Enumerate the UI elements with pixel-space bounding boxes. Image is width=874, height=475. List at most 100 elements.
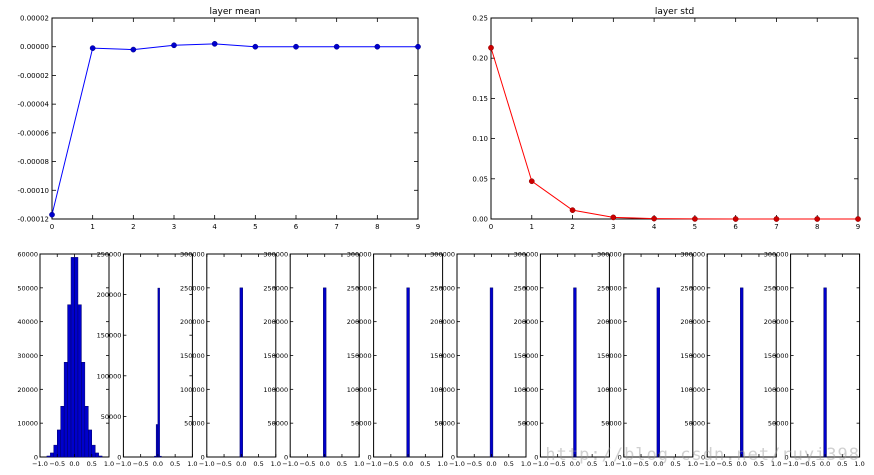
x-tick-label: 0.0: [486, 460, 496, 468]
y-tick-label: 50000: [351, 420, 372, 428]
x-tick-label: 0.5: [504, 460, 514, 468]
y-tick-label: 300000: [597, 251, 622, 259]
line-chart-1: layer std 0.00 0.05 0.10 0.15 0.20 0.25 0 1 2 3 4 5 6…: [472, 7, 861, 231]
x-tick-label: 6: [733, 223, 738, 231]
chart-title: layer std: [655, 7, 694, 17]
y-tick-label: 50000: [518, 420, 539, 428]
x-tick-label: 3: [172, 223, 176, 231]
y-tick-label: 200000: [680, 318, 705, 326]
x-tick-label: −0.5: [800, 460, 816, 468]
y-tick-label: 200000: [514, 318, 539, 326]
x-tick-label: 1: [90, 223, 94, 231]
x-tick-label: −0.5: [633, 460, 649, 468]
x-tick-label: 1.0: [187, 460, 197, 468]
line-chart-0: layer mean -0.00012 -0.00010 -0.00008 -0.000…: [18, 7, 421, 231]
y-tick-label: 200000: [263, 318, 288, 326]
data-point: [651, 215, 657, 222]
y-tick-label: -0.00010: [18, 187, 49, 195]
x-tick-label: 6: [294, 223, 299, 231]
data-point: [855, 216, 861, 222]
y-tick-label: 0: [451, 454, 455, 462]
x-tick-label: −0.5: [49, 460, 65, 468]
x-tick-label: 0.5: [587, 460, 597, 468]
hist-bar: [98, 455, 103, 458]
x-tick-label: 0.0: [737, 460, 747, 468]
x-tick-label: 5: [253, 223, 257, 231]
y-tick-label: 50000: [768, 420, 789, 428]
y-tick-label: 250000: [514, 284, 539, 292]
y-tick-label: 100000: [764, 386, 789, 394]
y-tick-label: 100000: [97, 372, 122, 380]
data-point: [293, 43, 299, 50]
y-tick-label: 50000: [184, 420, 205, 428]
y-tick-label: -0.00008: [18, 158, 49, 166]
x-tick-label: 1.0: [854, 460, 864, 468]
histogram-2: 0 50000 100000 150000 200000 250000 300000 −1.0…: [180, 251, 281, 469]
hist-bar: [77, 304, 82, 458]
y-tick-label: 250000: [263, 284, 288, 292]
y-tick-label: 200000: [347, 318, 372, 326]
x-tick-label: −1.0: [533, 460, 549, 468]
x-tick-label: 0.5: [670, 460, 680, 468]
y-tick-label: 250000: [97, 251, 122, 259]
y-tick-label: 30000: [17, 352, 38, 360]
x-tick-label: 1.0: [688, 460, 698, 468]
hist-bar: [573, 287, 577, 458]
data-point: [773, 216, 780, 222]
histogram-5: 0 50000 100000 150000 200000 250000 300000 −1.0…: [430, 251, 531, 469]
y-tick-label: 150000: [180, 352, 205, 360]
plot-frame: [51, 17, 419, 220]
x-tick-label: 0.0: [69, 460, 79, 468]
hist-bar: [81, 362, 86, 458]
data-point: [252, 43, 259, 50]
x-tick-label: 2: [131, 223, 135, 231]
y-tick-label: 0: [117, 454, 121, 462]
y-tick-label: 250000: [430, 284, 455, 292]
data-point: [333, 43, 340, 50]
plot-frame: [490, 17, 859, 220]
x-tick-label: −0.5: [133, 460, 149, 468]
x-tick-label: 0.0: [153, 460, 163, 468]
x-tick-label: 0.0: [653, 460, 663, 468]
y-tick-label: 150000: [263, 352, 288, 360]
hist-bar: [84, 406, 89, 458]
y-tick-label: 200000: [430, 318, 455, 326]
x-tick-label: −1.0: [783, 460, 799, 468]
y-tick-label: 0: [201, 454, 205, 462]
x-tick-label: 0.5: [337, 460, 347, 468]
y-tick-label: 250000: [680, 284, 705, 292]
y-tick-label: 150000: [514, 352, 539, 360]
y-tick-label: 150000: [764, 352, 789, 360]
x-tick-label: 4: [212, 223, 217, 231]
y-tick-label: 150000: [97, 332, 122, 340]
hist-bar: [157, 287, 160, 458]
x-tick-label: 1.0: [271, 460, 281, 468]
y-tick-label: 100000: [430, 386, 455, 394]
x-tick-label: 0.0: [403, 460, 413, 468]
data-point: [528, 178, 535, 185]
y-tick-label: 100000: [514, 386, 539, 394]
y-tick-label: 0: [534, 454, 538, 462]
data-point: [171, 42, 177, 49]
hist-bar: [489, 287, 494, 458]
y-tick-label: 250000: [764, 284, 789, 292]
y-tick-label: 40000: [17, 318, 38, 326]
y-tick-label: 10000: [17, 420, 38, 428]
y-tick-label: 0: [284, 454, 288, 462]
x-tick-label: −1.0: [199, 460, 215, 468]
y-tick-label: 150000: [347, 352, 372, 360]
hist-bar: [91, 444, 96, 458]
chart-title: layer mean: [210, 7, 261, 17]
histogram-9: 0 50000 100000 150000 200000 250000 300000 −1.0…: [764, 251, 865, 469]
y-tick-label: 250000: [347, 284, 372, 292]
y-tick-label: 50000: [434, 420, 455, 428]
y-tick-label: 200000: [597, 318, 622, 326]
x-tick-label: −1.0: [282, 460, 298, 468]
data-point: [89, 45, 96, 52]
x-tick-label: 9: [416, 223, 420, 231]
y-tick-label: 50000: [601, 420, 622, 428]
histogram-1: 0 50000 100000 150000 200000 250000 −1.0 −0.5 0.…: [97, 251, 198, 469]
hist-bar: [50, 452, 55, 458]
y-tick-label: 150000: [597, 352, 622, 360]
y-tick-label: 300000: [347, 251, 372, 259]
